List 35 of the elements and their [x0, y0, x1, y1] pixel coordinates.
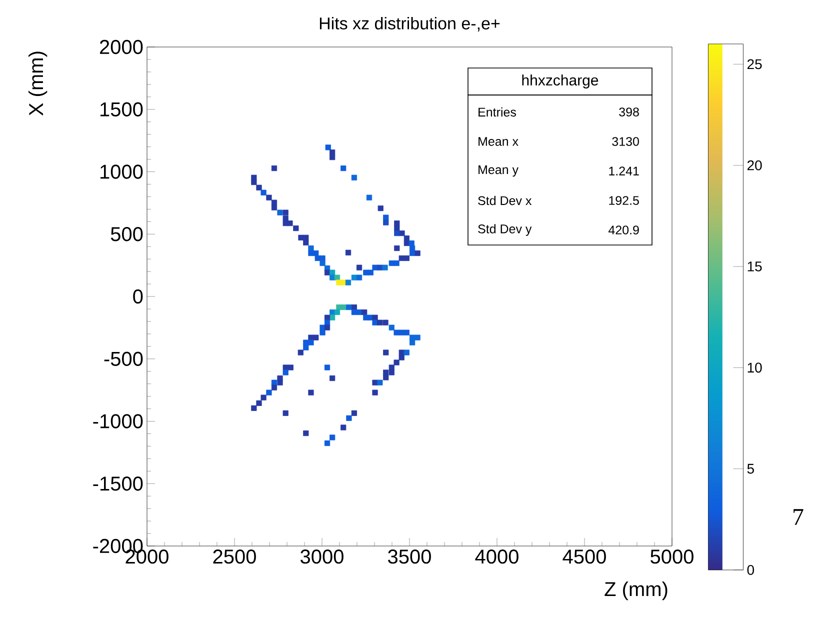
chart-title: Hits xz distribution e-,e+	[320, 16, 500, 32]
x-tick-label: 4500	[562, 550, 606, 564]
color-bar-label: 20	[747, 160, 762, 170]
x-tick-label: 3500	[388, 550, 431, 564]
x-tick-label: 4000	[475, 550, 518, 564]
color-bar-label: 10	[748, 362, 762, 373]
annotation: Mean x	[478, 137, 518, 146]
annotation: Entries	[478, 107, 516, 117]
color-bar-label: 0	[747, 564, 754, 575]
annotation: hhxzcharge	[522, 74, 598, 88]
annotation: 1.241	[609, 166, 639, 176]
y-tick-label: 500	[110, 227, 143, 242]
y-tick-label: 1500	[100, 102, 143, 116]
y-axis-title: X (mm)	[28, 52, 48, 116]
x-tick-label: 2500	[213, 550, 256, 564]
y-tick-label: 2000	[100, 40, 143, 54]
y-tick-label: -1000	[93, 414, 143, 428]
color-bar-label: 25	[747, 59, 762, 70]
annotation: 192.5	[609, 196, 639, 205]
x-tick-label: 5000	[650, 550, 694, 564]
text: 7	[794, 509, 804, 525]
annotation: 420.9	[608, 226, 639, 234]
x-axis-title: Z (mm)	[604, 582, 668, 600]
annotation: Std Dev y	[478, 224, 532, 236]
annotation: Std Dev x	[478, 196, 532, 206]
color-bar-label: 5	[747, 464, 754, 474]
annotation: Mean y	[478, 165, 518, 177]
y-tick-label: 0	[133, 289, 143, 304]
annotation: 398	[619, 108, 639, 116]
y-tick-label: -1500	[93, 476, 143, 491]
x-tick-label: 3000	[300, 550, 344, 564]
annotation: 3130	[612, 137, 639, 146]
y-tick-label: 1000	[100, 164, 143, 179]
color-bar-label: 15	[748, 262, 762, 272]
y-tick-label: -500	[104, 352, 143, 366]
